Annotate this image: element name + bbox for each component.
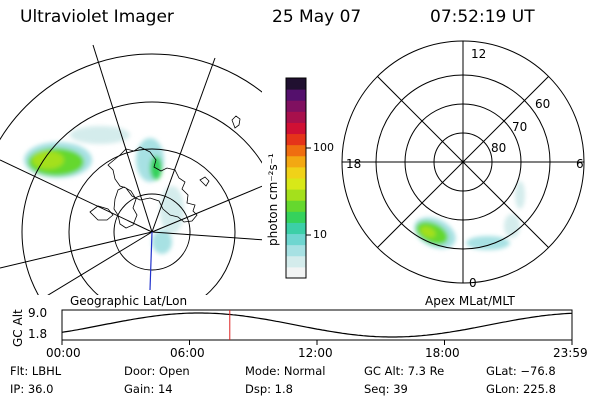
colorbar-frame	[285, 77, 307, 279]
colorbar-band	[286, 178, 306, 190]
alt-tick-9: 9.0	[28, 306, 48, 320]
mlat-label-60: 60	[535, 97, 551, 111]
instrument-title: Ultraviolet Imager	[20, 7, 174, 27]
info-gain: Gain: 14	[124, 382, 173, 396]
info-mode: Mode: Normal	[245, 364, 326, 378]
info-ip: IP: 36.0	[10, 382, 54, 396]
colorbar-band	[286, 144, 306, 157]
colorbar-band	[286, 89, 306, 101]
time-tick-0000: 00:00	[46, 346, 81, 360]
colorbar-band	[286, 111, 306, 123]
apex-caption: Apex MLat/MLT	[425, 294, 515, 308]
mlat-label-70: 70	[512, 120, 528, 134]
colorbar-band	[286, 133, 306, 146]
colorbar-band	[286, 222, 306, 235]
time-tick-1800: 18:00	[425, 346, 460, 360]
altitude-strip	[61, 309, 573, 345]
info-seq: Seq: 39	[364, 382, 408, 396]
gc-alt-axis-label: GC Alt	[11, 309, 25, 347]
alt-tick-1-8: 1.8	[28, 327, 48, 341]
colorbar-band	[286, 266, 306, 279]
mlt-label-6: 6	[576, 157, 584, 171]
mlt-label-0: 0	[469, 276, 477, 290]
altitude-frame	[61, 309, 573, 341]
date-label: 25 May 07	[272, 7, 362, 27]
mlt-grid	[342, 41, 584, 283]
colorbar-band	[286, 100, 306, 112]
colorbar-band	[286, 211, 306, 223]
aurora-emission-right	[414, 181, 525, 250]
time-label: 07:52:19 UT	[430, 7, 535, 27]
time-tick-1200: 12:00	[298, 346, 333, 360]
colorbar-band	[286, 233, 306, 246]
mlt-label-18: 18	[346, 157, 362, 171]
colorbar-band	[286, 255, 306, 268]
info-glat: GLat: −76.8	[486, 364, 556, 378]
colorbar-band	[286, 155, 306, 168]
info-door: Door: Open	[124, 364, 190, 378]
coastline	[89, 115, 241, 229]
colorbar-label-100: 100	[313, 141, 334, 154]
colorbar-band	[286, 122, 306, 135]
geographic-caption: Geographic Lat/Lon	[70, 294, 188, 308]
colorbar	[286, 78, 306, 279]
colorbar-label-10: 10	[313, 228, 327, 241]
latitude-circles	[0, 53, 262, 295]
colorbar-band	[286, 244, 306, 257]
info-dsp: Dsp: 1.8	[245, 382, 293, 396]
time-tick-0600: 06:00	[170, 346, 205, 360]
colorbar-band	[286, 78, 306, 90]
meridian-highlight	[149, 231, 153, 291]
colorbar-band	[286, 189, 306, 201]
mlat-label-80: 80	[491, 141, 507, 155]
meridian-lines	[0, 44, 262, 295]
colorbar-unit-label: photon cm⁻²s⁻¹	[266, 153, 280, 246]
colorbar-band	[286, 200, 306, 212]
altitude-x-ticks	[61, 340, 573, 345]
geographic-map	[0, 44, 262, 295]
colorbar-band	[286, 166, 306, 179]
info-gc-alt: GC Alt: 7.3 Re	[364, 364, 445, 378]
altitude-curve	[61, 312, 573, 338]
time-tick-2359: 23:59	[553, 346, 588, 360]
mlt-label-12: 12	[471, 47, 487, 61]
info-flt: Flt: LBHL	[10, 364, 62, 378]
aurora-emission-left	[24, 126, 184, 254]
apex-polar-plot	[341, 40, 585, 284]
info-glon: GLon: 225.8	[486, 382, 556, 396]
